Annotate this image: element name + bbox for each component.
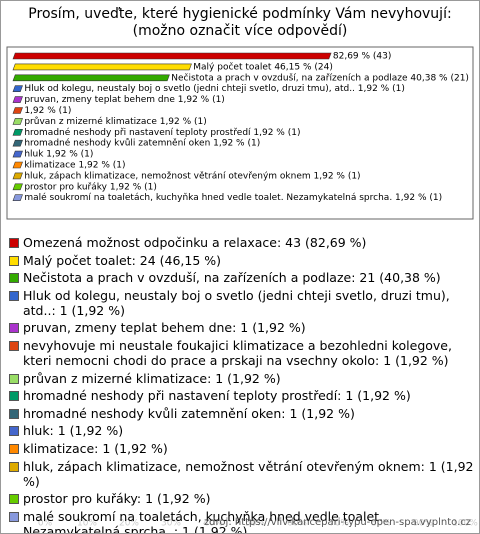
legend-item: klimatizace: 1 (1,92 %) — [9, 441, 475, 456]
legend-label: nevyhovuje mi neustale foukajici klimati… — [23, 337, 452, 368]
legend-item: hluk: 1 (1,92 %) — [9, 423, 475, 438]
bar — [12, 194, 23, 201]
legend-item: hromadné neshody při nastavení teploty p… — [9, 388, 475, 403]
x-tick-label: 80% — [371, 519, 391, 529]
legend: Omezená možnost odpočinku a relaxace: 43… — [9, 235, 475, 534]
legend-label: průvan z mizerné klimatizace: 1 (1,92 %) — [23, 370, 281, 386]
legend-swatch — [9, 443, 19, 454]
legend-swatch — [9, 391, 19, 402]
legend-swatch — [9, 340, 19, 351]
legend-item: hluk, zápach klimatizace, nemožnost větr… — [9, 459, 475, 489]
value-label: prostor pro kuřáky 1,92 % (1) — [24, 182, 157, 192]
bar — [12, 161, 23, 169]
legend-swatch — [9, 373, 19, 384]
x-tick-label: 0% — [38, 519, 53, 529]
bar — [12, 172, 23, 180]
legend-label: hluk: 1 (1,92 %) — [23, 423, 124, 439]
legend-label: Malý počet toalet: 24 (46,15 %) — [23, 252, 222, 268]
legend-item: prostor pro kuřáky: 1 (1,92 %) — [9, 491, 475, 506]
x-tick-label: 50% — [245, 519, 265, 529]
legend-item: Omezená možnost odpočinku a relaxace: 43… — [9, 235, 475, 250]
bar — [12, 85, 23, 92]
legend-swatch — [9, 290, 19, 301]
value-label: klimatizace 1,92 % (1) — [24, 161, 125, 171]
value-label: Nečistota a prach v ovzduší, na zařízení… — [171, 72, 469, 83]
legend-swatch — [9, 238, 19, 248]
legend-label: hluk, zápach klimatizace, nemožnost větr… — [23, 458, 474, 489]
legend-item: Hluk od kolegu, neustaly boj o svetlo (j… — [9, 288, 475, 318]
value-label: Hluk od kolegu, neustaly boj o svetlo (j… — [24, 84, 405, 94]
bar — [12, 129, 23, 136]
x-tick-label: 100% — [452, 519, 478, 529]
value-label: hromadné neshody při nastavení teploty p… — [24, 127, 300, 138]
value-label: hluk 1,92 % (1) — [24, 150, 93, 160]
legend-swatch — [9, 494, 19, 505]
legend-label: Omezená možnost odpočinku a relaxace: 43… — [23, 235, 367, 250]
x-tick-label: 20% — [119, 519, 139, 529]
legend-item: hromadné neshody kvůli zatemnění oken: 1… — [9, 406, 475, 421]
x-tick-label: 90% — [413, 519, 433, 529]
legend-label: Hluk od kolegu, neustaly boj o svetlo (j… — [23, 287, 450, 318]
bar — [12, 183, 23, 191]
bar — [12, 74, 170, 82]
legend-item: Nečistota a prach v ovzduší, na zařízení… — [9, 270, 475, 285]
legend-item: pruvan, zmeny teplat behem dne: 1 (1,92 … — [9, 320, 475, 335]
bar — [12, 63, 192, 71]
legend-swatch — [9, 511, 19, 522]
x-tick-label: 40% — [203, 519, 223, 529]
legend-label: hromadné neshody při nastavení teploty p… — [23, 388, 411, 404]
value-label: hromadné neshody kvůli zatemnění oken 1,… — [24, 138, 260, 149]
legend-swatch — [9, 408, 19, 419]
bar — [12, 139, 23, 147]
legend-label: hromadné neshody kvůli zatemnění oken: 1… — [23, 405, 355, 421]
bar — [12, 107, 23, 114]
x-tick-label: 30% — [161, 519, 181, 529]
legend-swatch — [9, 323, 19, 334]
legend-item: malé soukromí na toaletách, kuchyňka hne… — [9, 508, 475, 534]
x-tick-label: 10% — [77, 519, 97, 529]
bar — [12, 96, 23, 103]
legend-item: průvan z mizerné klimatizace: 1 (1,92 %) — [9, 371, 475, 386]
legend-item: Malý počet toalet: 24 (46,15 %) — [9, 253, 475, 268]
value-label: Malý počet toalet 46,15 % (24) — [193, 61, 333, 72]
value-label: průvan z mizerné klimatizace 1,92 % (1) — [24, 116, 206, 127]
legend-item: nevyhovuje mi neustale foukajici klimati… — [9, 338, 475, 368]
legend-label: prostor pro kuřáky: 1 (1,92 %) — [23, 491, 211, 507]
value-label: pruvan, zmeny teplat behem dne 1,92 % (1… — [24, 95, 224, 105]
legend-swatch — [9, 255, 19, 266]
legend-label: malé soukromí na toaletách, kuchyňka hne… — [23, 508, 384, 534]
legend-swatch — [9, 273, 19, 284]
legend-swatch — [9, 426, 19, 437]
value-label: 1,92 % (1) — [24, 106, 71, 116]
value-label: hluk, zápach klimatizace, nemožnost větr… — [24, 171, 360, 181]
bar — [12, 118, 23, 125]
legend-label: pruvan, zmeny teplat behem dne: 1 (1,92 … — [23, 320, 306, 336]
bar — [12, 52, 332, 60]
legend-swatch — [9, 461, 19, 472]
x-tick-label: 60% — [287, 519, 307, 529]
source: zdroj: https://vliv-kancepari-typu-open-… — [203, 517, 471, 528]
legend-label: Nečistota a prach v ovzduší, na zařízení… — [23, 270, 441, 286]
legend-label: klimatizace: 1 (1,92 %) — [23, 440, 168, 456]
x-tick-label: 70% — [329, 519, 349, 529]
value-label: malé soukromí na toaletách, kuchyňka hne… — [24, 192, 442, 203]
chart-title: Prosím, uveďte, které hygienické podmínk… — [28, 6, 452, 39]
bar — [12, 150, 23, 158]
value-label: 82,69 % (43) — [333, 52, 392, 62]
